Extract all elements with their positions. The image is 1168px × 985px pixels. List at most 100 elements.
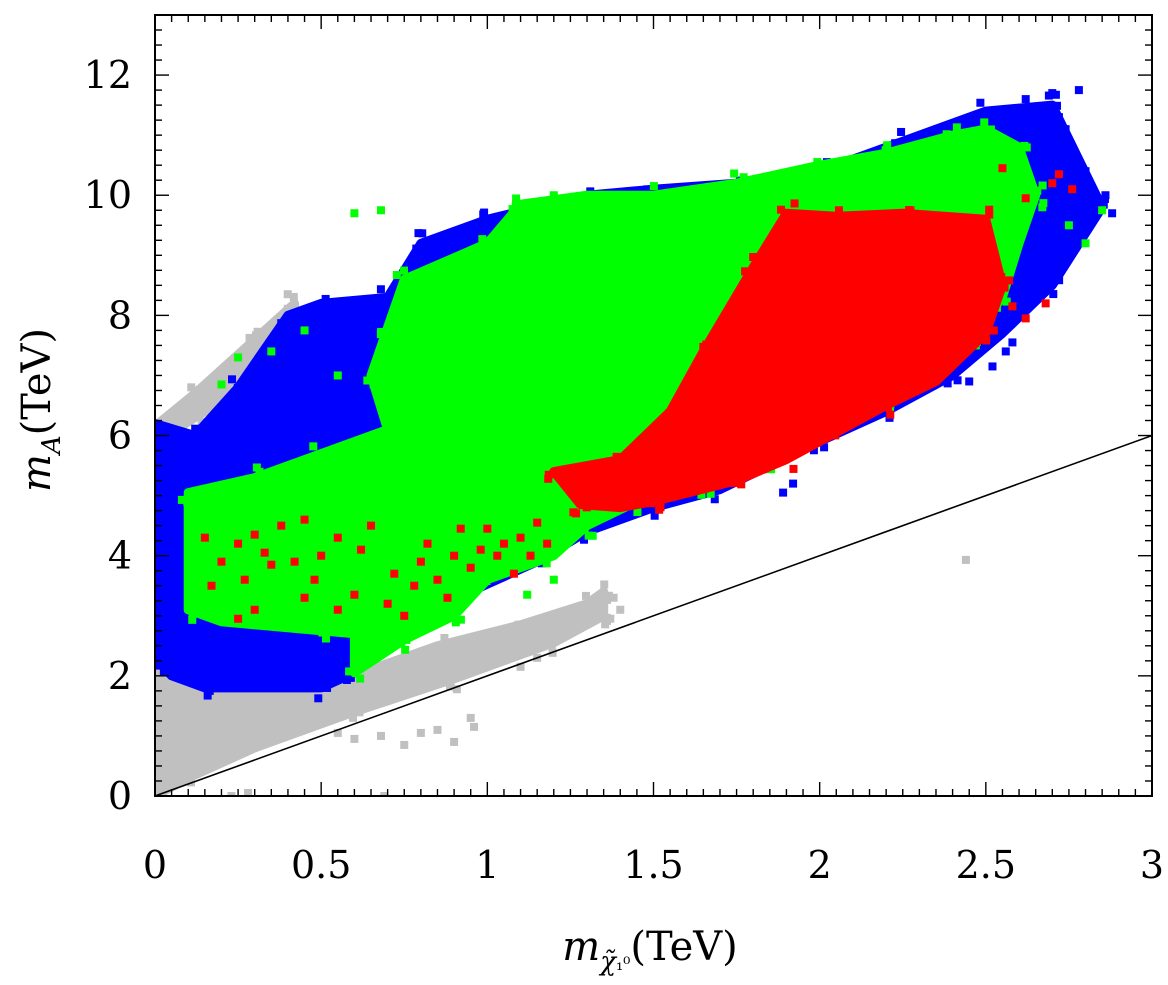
edge-point-green: [320, 458, 329, 467]
edge-point-green: [1013, 144, 1022, 153]
edge-point-green: [813, 158, 822, 167]
edge-point-green: [1011, 248, 1020, 257]
edge-point-green: [352, 622, 361, 631]
edge-point-red: [906, 206, 915, 215]
point-blue: [1074, 86, 1083, 95]
edge-point-gray: [245, 333, 254, 342]
edge-point-red: [755, 256, 764, 265]
region-red-0: [549, 208, 1007, 513]
point-green: [549, 191, 558, 200]
edge-point-gray: [195, 385, 204, 394]
edge-point-red: [617, 497, 626, 506]
point-red: [1068, 185, 1077, 194]
edge-point-red: [616, 493, 625, 502]
point-green: [975, 137, 984, 146]
edge-point-gray: [440, 634, 449, 643]
point-red: [493, 551, 502, 560]
edge-point-red: [989, 326, 998, 335]
edge-point-gray: [446, 679, 455, 688]
y-tick-label: 2: [108, 654, 132, 698]
edge-point-green: [257, 474, 266, 483]
edge-point-gray: [547, 640, 556, 649]
edge-point-blue: [412, 244, 421, 253]
point-red: [267, 560, 276, 569]
edge-point-gray: [154, 796, 162, 804]
point-green: [1064, 221, 1073, 230]
point-blue: [789, 479, 798, 488]
edge-point-red: [776, 205, 785, 214]
edge-point-gray: [521, 627, 530, 636]
edge-point-gray: [179, 773, 188, 782]
edge-point-blue: [323, 683, 332, 692]
edge-point-green: [255, 467, 264, 476]
point-blue: [1001, 347, 1010, 356]
edge-point-red: [1005, 276, 1014, 285]
point-blue: [1021, 95, 1030, 104]
point-gray: [516, 662, 525, 671]
edge-point-gray: [548, 629, 557, 638]
edge-point-red: [619, 461, 628, 470]
point-red: [300, 515, 309, 524]
point-red: [499, 539, 508, 548]
edge-point-red: [673, 402, 682, 411]
point-gray: [380, 792, 389, 796]
edge-point-green: [446, 605, 455, 614]
x-tick-label: 1: [475, 843, 499, 887]
point-gray: [244, 788, 253, 796]
edge-point-gray: [283, 304, 292, 313]
edge-point-green: [542, 559, 551, 568]
edge-point-green: [252, 463, 261, 472]
edge-point-red: [839, 220, 848, 229]
point-green: [333, 371, 342, 380]
point-red: [367, 521, 376, 530]
edge-point-gray: [318, 689, 327, 698]
point-red: [300, 593, 309, 602]
point-red: [1041, 299, 1050, 308]
edge-point-blue: [155, 655, 162, 664]
edge-point-red: [612, 452, 621, 461]
edge-point-red: [729, 478, 738, 487]
edge-point-blue: [342, 675, 351, 684]
edge-point-green: [883, 141, 892, 150]
point-gray: [616, 605, 625, 614]
point-red: [250, 605, 259, 614]
edge-point-blue: [174, 672, 183, 681]
edge-point-green: [318, 628, 327, 637]
edge-point-blue: [943, 379, 952, 388]
edge-point-green: [881, 146, 890, 155]
edge-point-blue: [480, 208, 489, 217]
edge-point-green: [511, 200, 520, 209]
edge-point-gray: [242, 742, 251, 751]
edge-point-red: [656, 503, 665, 512]
edge-point-green: [508, 205, 517, 214]
edge-point-green: [188, 610, 197, 619]
edge-point-green: [220, 610, 229, 619]
edge-point-gray: [452, 685, 461, 694]
edge-point-gray: [155, 781, 162, 790]
edge-point-red: [896, 213, 905, 222]
edge-point-blue: [155, 659, 161, 668]
edge-point-blue: [976, 98, 985, 107]
point-red: [516, 533, 525, 542]
point-red: [1048, 179, 1057, 188]
edge-point-green: [397, 639, 406, 648]
edge-point-green: [309, 442, 318, 451]
edge-point-red: [544, 474, 553, 483]
point-blue: [1081, 167, 1090, 176]
edge-point-green: [1038, 181, 1047, 190]
edge-point-gray: [199, 389, 208, 398]
edge-point-green: [478, 235, 487, 244]
edge-point-gray: [289, 292, 298, 301]
edge-point-red: [647, 499, 656, 508]
edge-point-green: [382, 417, 391, 426]
edge-point-gray: [602, 595, 611, 604]
edge-point-green: [323, 624, 332, 633]
point-gray: [416, 728, 425, 737]
point-gray: [609, 593, 618, 602]
point-red: [357, 545, 366, 554]
edge-point-blue: [980, 109, 989, 118]
series-red: [200, 164, 1077, 623]
edge-point-green: [183, 497, 192, 506]
x-tick-label: 3: [1140, 843, 1164, 887]
point-green: [1081, 239, 1090, 248]
